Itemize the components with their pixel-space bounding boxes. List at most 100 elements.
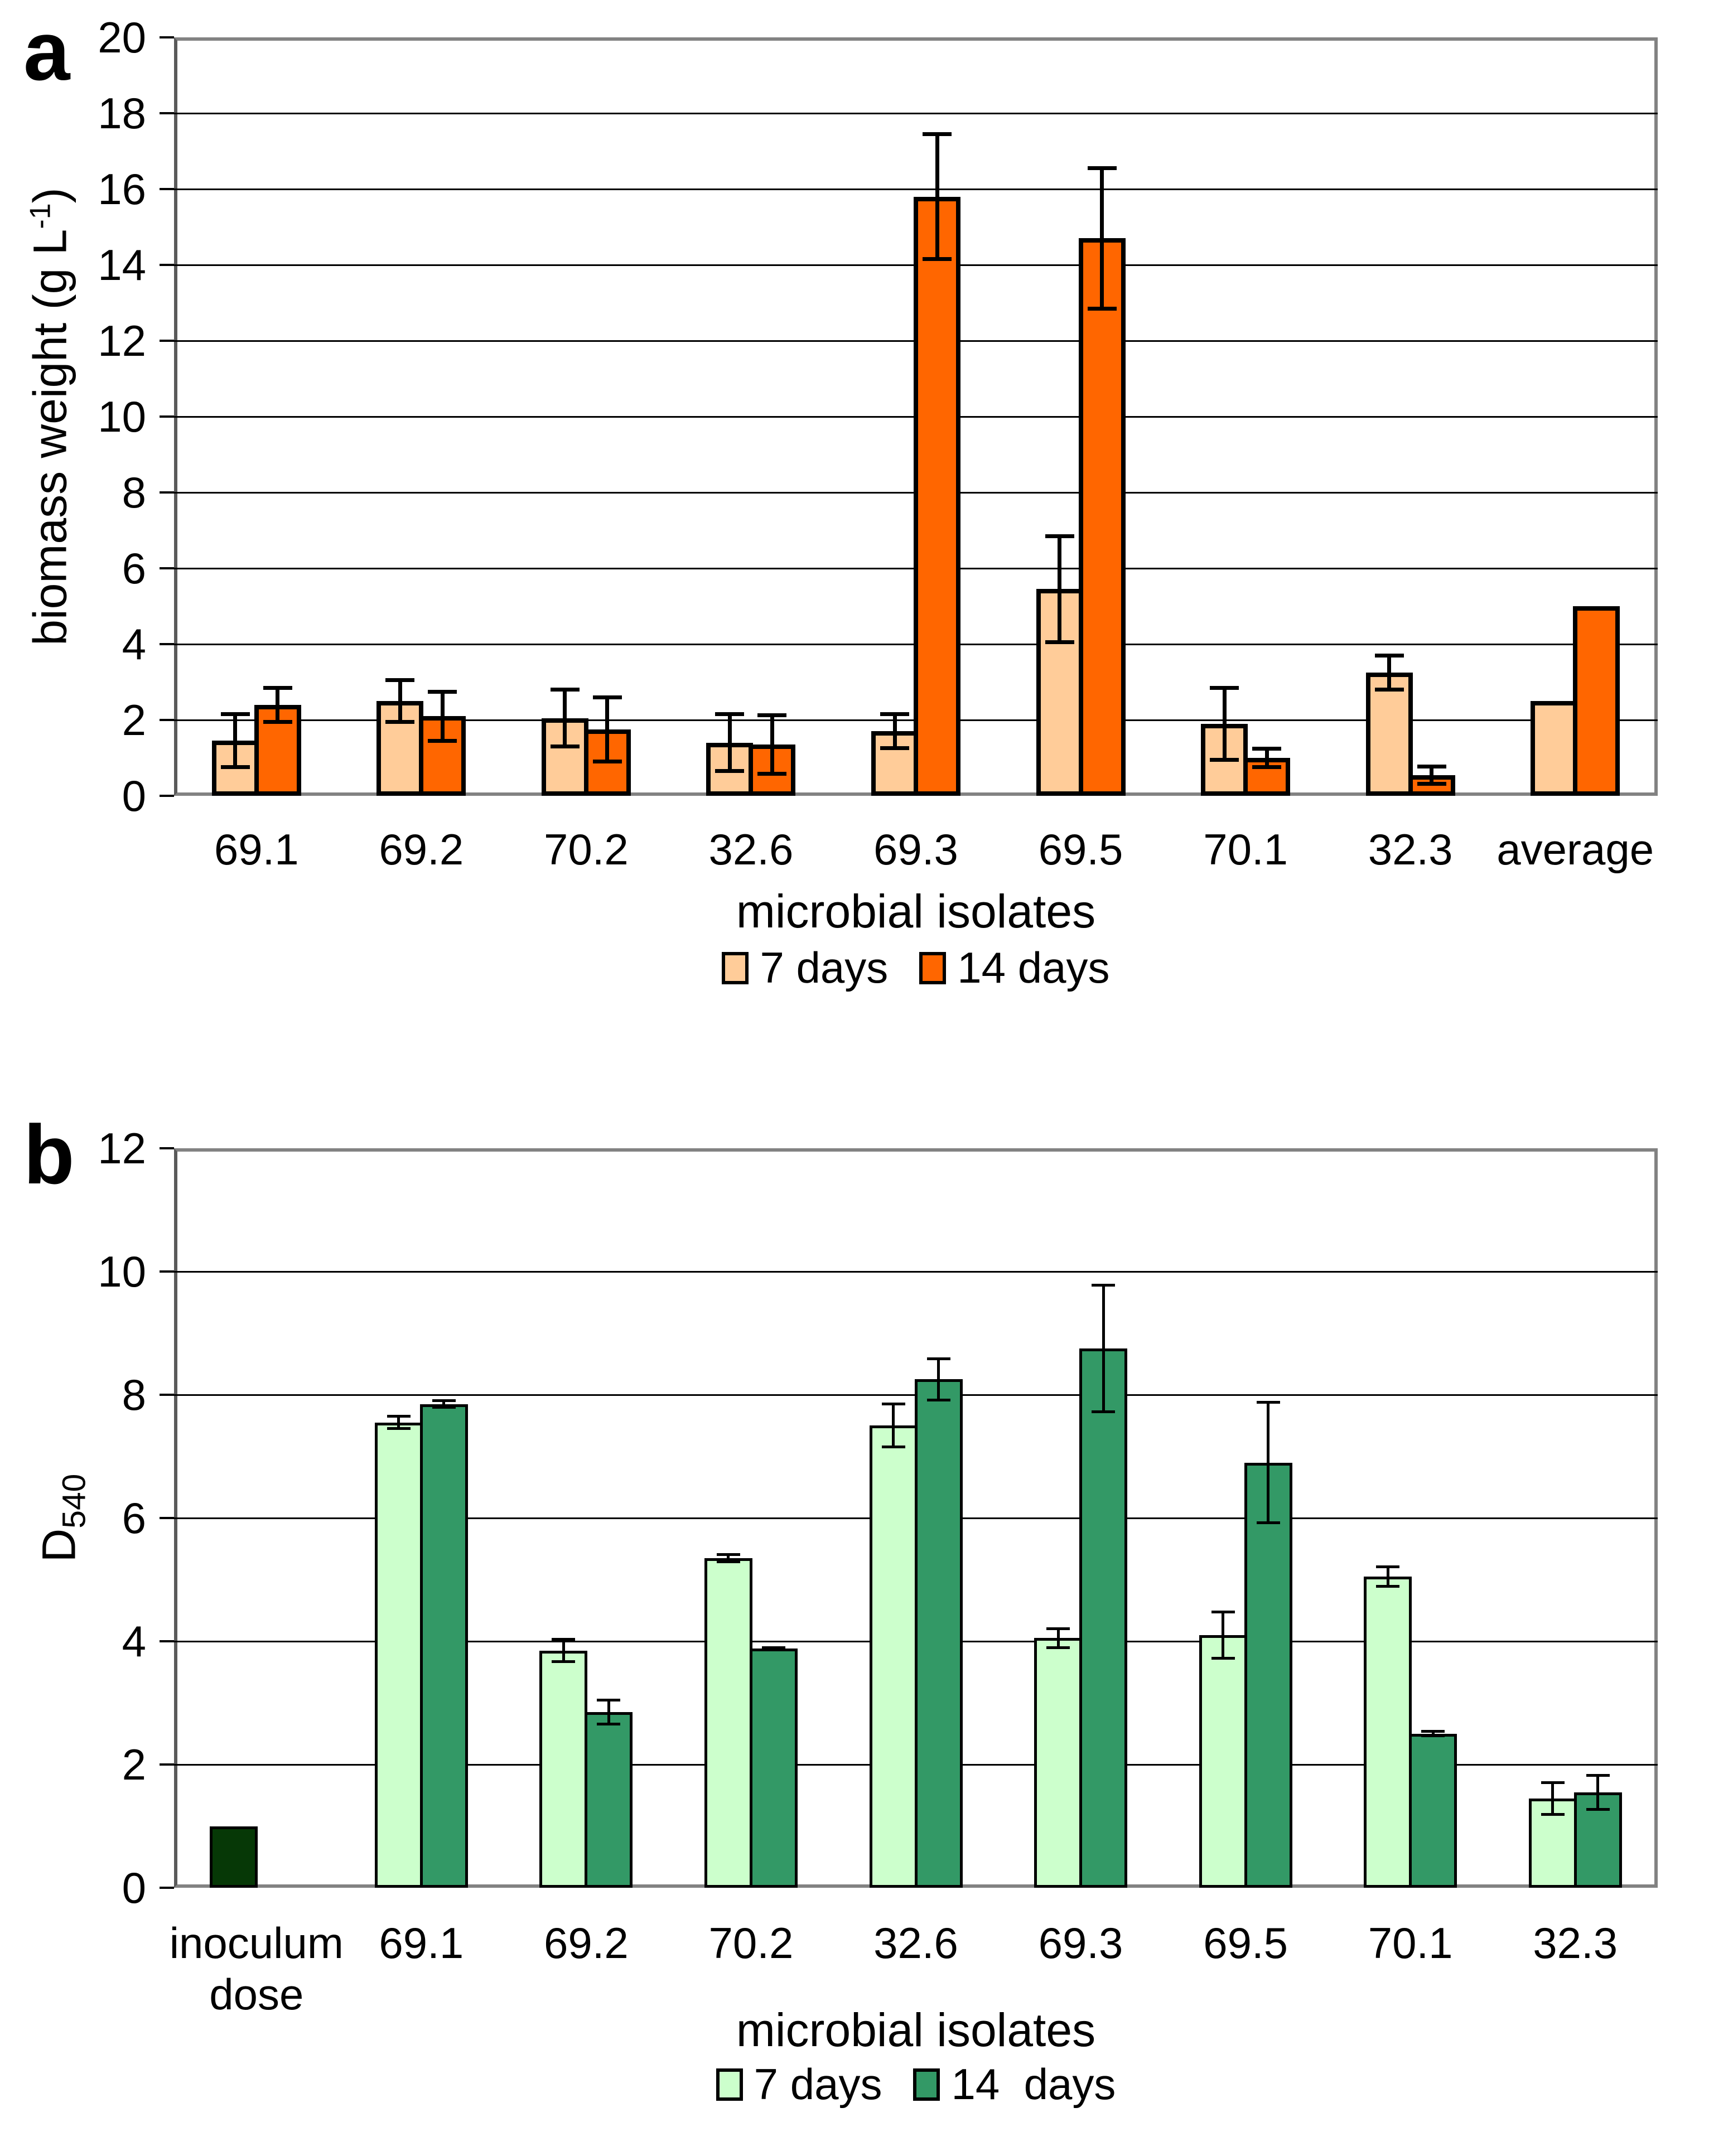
y-tick-label-b-2: 2 — [122, 1740, 146, 1789]
errorbar-line — [1056, 1627, 1060, 1650]
x-category-label-a-69.5: 69.5 — [1038, 825, 1123, 874]
errorbar-line — [892, 712, 897, 751]
bar-b-70.1-7-days — [1364, 1576, 1412, 1888]
errorbar-cap-bottom — [715, 769, 745, 774]
errorbar-b-69.3-14-days — [1092, 1284, 1116, 1414]
errorbar-a-32.6-14-days — [757, 713, 787, 776]
bar-b-69.3-7-days — [1034, 1638, 1083, 1888]
y-tick-label-a-18: 18 — [98, 89, 146, 138]
errorbar-a-70.1-14-days — [1252, 746, 1282, 770]
errorbar-cap-bottom — [1210, 757, 1239, 762]
x-category-label-b-70.2: 70.2 — [708, 1918, 794, 1968]
errorbar-cap-top — [1045, 534, 1074, 538]
errorbar-cap-bottom — [552, 1660, 576, 1663]
errorbar-cap-top — [761, 1646, 785, 1649]
x-category-label-b-69.1: 69.1 — [379, 1918, 464, 1968]
errorbar-cap-top — [716, 1553, 740, 1556]
errorbar-a-32.6-7-days — [715, 712, 745, 774]
errorbar-b-69.2-7-days — [552, 1638, 576, 1663]
errorbar-cap-bottom — [592, 760, 622, 764]
x-category-label-b-inoculum-dose-line2: dose — [209, 1970, 304, 2019]
errorbar-cap-bottom — [1087, 306, 1117, 311]
legend-swatch-14days-icon — [913, 2068, 940, 2101]
errorbar-a-70.1-7-days — [1210, 685, 1239, 762]
errorbar-b-32.3-14-days — [1586, 1773, 1610, 1811]
errorbar-cap-bottom — [597, 1723, 621, 1726]
errorbar-cap-top — [552, 1638, 576, 1641]
gridline-b-10 — [174, 1270, 1658, 1273]
y-tick-a-2 — [160, 719, 174, 721]
errorbar-cap-top — [1374, 654, 1404, 658]
errorbar-a-70.2-14-days — [592, 695, 622, 764]
x-category-label-b-69.5: 69.5 — [1203, 1918, 1288, 1968]
errorbar-cap-top — [550, 688, 580, 692]
y-tick-b-12 — [160, 1147, 174, 1149]
errorbar-cap-bottom — [1421, 1734, 1445, 1738]
y-tick-label-b-0: 0 — [122, 1863, 146, 1912]
errorbar-cap-top — [757, 713, 787, 718]
errorbar-cap-top — [1256, 1401, 1280, 1404]
errorbar-line — [1058, 534, 1062, 644]
errorbar-line — [937, 1357, 940, 1402]
errorbar-cap-top — [1417, 764, 1446, 768]
errorbar-a-69.2-14-days — [428, 689, 457, 743]
errorbar-line — [398, 678, 402, 724]
errorbar-a-69.3-14-days — [923, 132, 952, 262]
legend-swatch-14days-icon — [919, 951, 947, 984]
x-category-label-a-32.6: 32.6 — [708, 825, 794, 874]
y-tick-a-16 — [160, 188, 174, 190]
panel-a-legend-label-7days: 7 days — [760, 943, 889, 992]
errorbar-cap-top — [1092, 1284, 1116, 1287]
x-category-label-a-32.3: 32.3 — [1368, 825, 1453, 874]
y-tick-label-b-4: 4 — [122, 1617, 146, 1666]
y-tick-label-a-6: 6 — [122, 544, 146, 593]
bar-b-inoculum-dose — [210, 1826, 258, 1888]
errorbar-cap-bottom — [716, 1560, 740, 1563]
errorbar-a-32.3-7-days — [1374, 654, 1404, 692]
errorbar-b-69.5-7-days — [1211, 1610, 1235, 1660]
errorbar-cap-top — [1046, 1627, 1070, 1630]
errorbar-cap-top — [1376, 1565, 1400, 1569]
y-tick-a-6 — [160, 567, 174, 569]
errorbar-cap-top — [263, 685, 292, 690]
errorbar-cap-top — [385, 678, 415, 683]
errorbar-b-32.3-7-days — [1541, 1781, 1565, 1816]
x-category-label-a-69.1: 69.1 — [214, 825, 299, 874]
bar-a-average-14-days — [1573, 606, 1620, 796]
bar-a-69.5-14-days — [1078, 238, 1126, 796]
y-tick-a-14 — [160, 264, 174, 266]
errorbar-cap-top — [1541, 1781, 1565, 1784]
errorbar-line — [892, 1403, 895, 1449]
errorbar-line — [233, 712, 238, 770]
errorbar-cap-bottom — [923, 257, 952, 262]
panel-a-legend-label-14days: 14 days — [957, 943, 1110, 992]
errorbar-cap-bottom — [263, 719, 292, 724]
errorbar-b-69.3-7-days — [1046, 1627, 1070, 1650]
errorbar-cap-bottom — [881, 1446, 905, 1449]
errorbar-a-69.5-7-days — [1045, 534, 1074, 644]
errorbar-cap-top — [881, 1403, 905, 1406]
y-tick-label-b-8: 8 — [122, 1370, 146, 1419]
y-tick-label-b-12: 12 — [98, 1124, 146, 1173]
panel-b-legend-item-14days: 14 days — [913, 2059, 1116, 2110]
errorbar-b-69.1-7-days — [387, 1415, 411, 1430]
panel-b-legend-label-14days: 14 days — [951, 2060, 1116, 2109]
x-category-label-a-average: average — [1497, 825, 1654, 874]
errorbar-a-70.2-7-days — [550, 688, 580, 748]
errorbar-cap-top — [926, 1357, 950, 1360]
errorbar-cap-bottom — [1045, 640, 1074, 644]
errorbar-b-69.5-14-days — [1256, 1401, 1280, 1525]
errorbar-cap-bottom — [1046, 1646, 1070, 1650]
y-tick-label-b-6: 6 — [122, 1493, 146, 1543]
errorbar-line — [1551, 1781, 1555, 1816]
y-tick-a-0 — [160, 795, 174, 797]
errorbar-a-69.3-7-days — [880, 712, 909, 751]
errorbar-cap-bottom — [1374, 688, 1404, 692]
errorbar-cap-bottom — [550, 744, 580, 748]
bar-b-69.5-14-days — [1244, 1462, 1292, 1888]
errorbar-line — [1100, 166, 1104, 311]
x-category-label-b-32.3: 32.3 — [1533, 1918, 1618, 1968]
errorbar-cap-top — [1087, 166, 1117, 171]
bar-b-69.1-7-days — [374, 1422, 423, 1888]
errorbar-cap-bottom — [432, 1406, 456, 1409]
